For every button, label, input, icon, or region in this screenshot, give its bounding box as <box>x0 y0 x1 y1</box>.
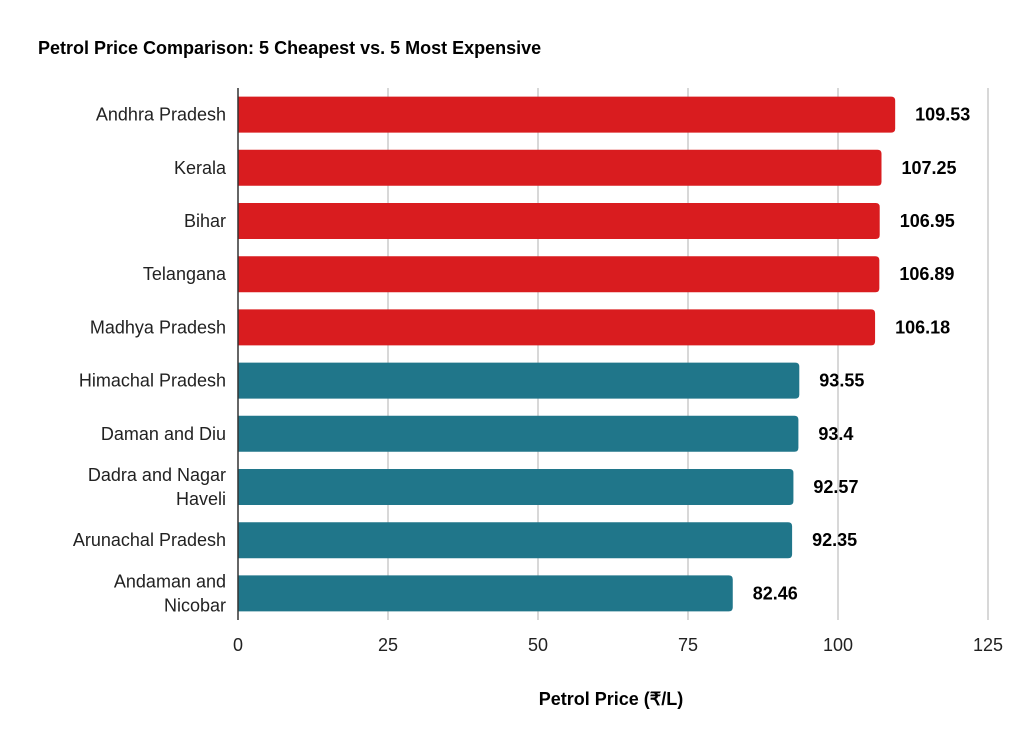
x-tick-label: 50 <box>528 635 548 655</box>
x-tick-label: 0 <box>233 635 243 655</box>
bar <box>238 469 794 505</box>
category-label: Daman and Diu <box>101 424 226 444</box>
category-label: Andaman and <box>114 571 226 591</box>
x-tick-label: 100 <box>823 635 853 655</box>
category-label: Dadra and Nagar <box>88 465 226 485</box>
category-label: Arunachal Pradesh <box>73 530 226 550</box>
category-label: Nicobar <box>164 595 226 615</box>
bar <box>238 96 896 133</box>
bar <box>238 575 733 612</box>
data-label: 109.53 <box>915 105 970 125</box>
data-label: 82.46 <box>753 583 798 603</box>
category-label: Madhya Pradesh <box>90 317 226 337</box>
bars <box>238 96 896 612</box>
bar <box>238 309 876 346</box>
data-label: 92.35 <box>812 530 857 550</box>
labels: 0 25 50 75 100 125 109.53 Andhra Pradesh 107.25 K… <box>73 105 1003 655</box>
chart-title: Petrol Price Comparison: 5 Cheapest vs. … <box>38 38 542 58</box>
category-label: Telangana <box>143 264 227 284</box>
bar <box>238 415 799 452</box>
category-label: Kerala <box>174 158 227 178</box>
bar <box>238 203 880 239</box>
data-label: 106.18 <box>895 317 950 337</box>
data-label: 107.25 <box>902 158 957 178</box>
bar <box>238 522 793 559</box>
bar <box>238 256 880 293</box>
category-label: Himachal Pradesh <box>79 371 226 391</box>
x-axis-title: Petrol Price (₹/L) <box>539 689 683 709</box>
data-label: 106.89 <box>899 264 954 284</box>
category-label: Andhra Pradesh <box>96 105 226 125</box>
data-label: 93.4 <box>818 424 853 444</box>
x-tick-label: 75 <box>678 635 698 655</box>
bar <box>238 149 882 186</box>
category-label: Haveli <box>176 489 226 509</box>
x-tick-label: 25 <box>378 635 398 655</box>
data-label: 93.55 <box>819 371 864 391</box>
data-label: 106.95 <box>900 211 955 231</box>
bar <box>238 362 800 399</box>
x-tick-label: 125 <box>973 635 1003 655</box>
category-label: Bihar <box>184 211 226 231</box>
data-label: 92.57 <box>813 477 858 497</box>
